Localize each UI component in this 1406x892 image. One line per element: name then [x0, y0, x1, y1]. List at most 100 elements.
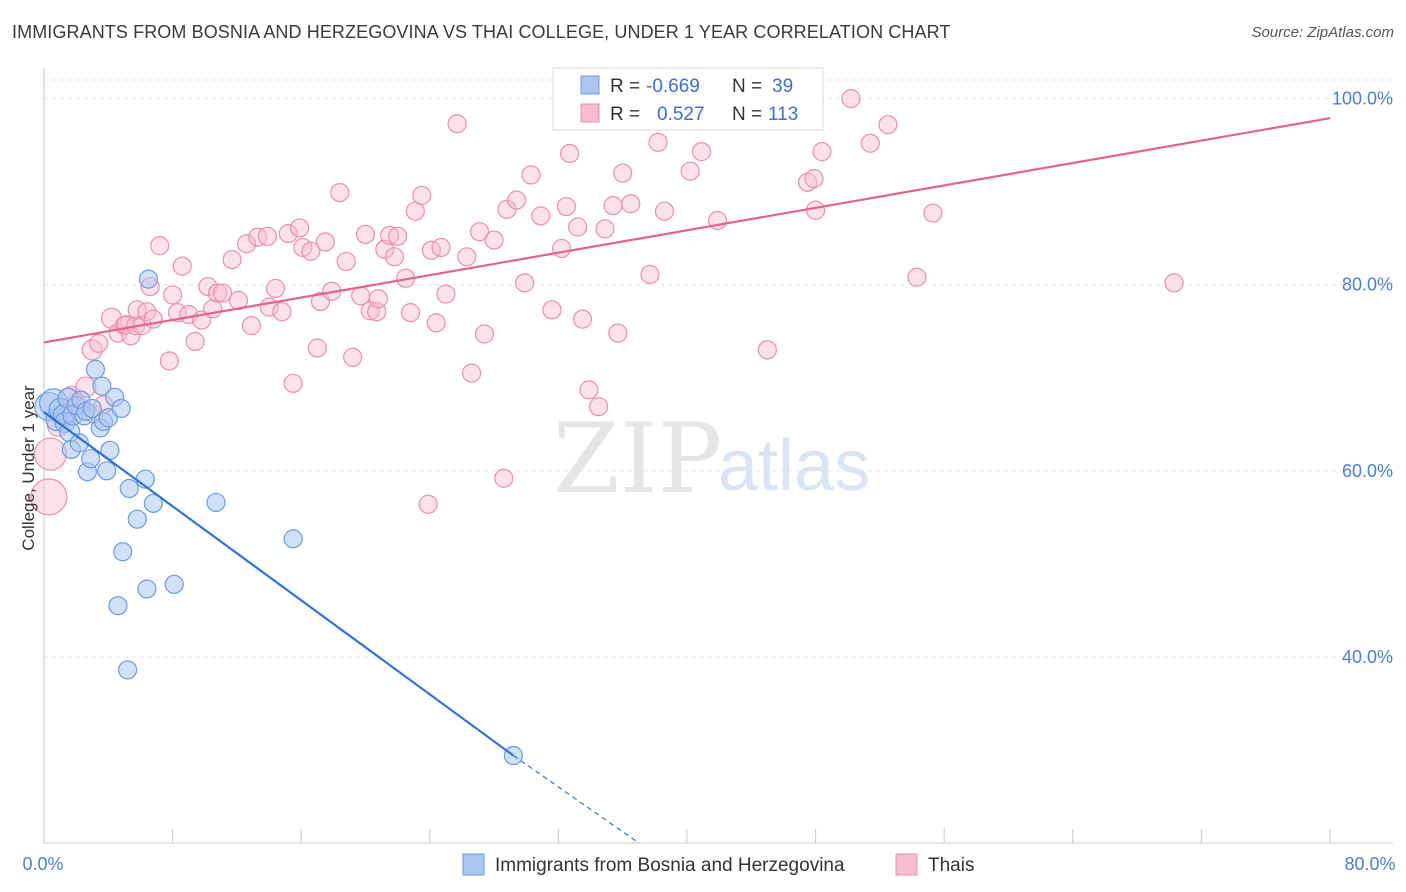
thai-point-23 — [159, 351, 179, 371]
thai-point-112 — [907, 267, 927, 287]
bosnia-point-11 — [69, 433, 89, 453]
bosnia-trend-line — [43, 411, 515, 757]
bosnia-point-29 — [117, 660, 138, 680]
bottom-legend-swatch-thai — [895, 853, 918, 876]
thai-point-107 — [805, 200, 826, 220]
thai-point-97 — [621, 194, 641, 214]
bosnia-point-31 — [127, 509, 147, 529]
bosnia-point-23 — [98, 408, 118, 428]
legend-n-label-bosnia: N = — [732, 76, 762, 97]
thai-point-37 — [241, 316, 261, 336]
bottom-legend-swatch-bosnia — [462, 853, 485, 876]
thai-point-32 — [208, 283, 228, 303]
bosnia-point-37 — [206, 492, 226, 513]
thai-point-74 — [457, 247, 477, 267]
thai-point-28 — [185, 331, 205, 352]
bottom-legend-label-thai: Thais — [928, 855, 974, 876]
watermark-zip: ZIP — [553, 403, 722, 515]
correlation-legend: R = -0.669 N = 39 R = 0.527 N = 113 — [552, 67, 824, 131]
thai-point-93 — [595, 219, 615, 239]
legend-r-value-bosnia: -0.669 — [646, 76, 700, 97]
bosnia-point-33 — [137, 579, 157, 599]
thai-point-41 — [265, 278, 286, 299]
thai-point-94 — [603, 196, 623, 216]
x-tick-label-max: 80.0% — [1344, 854, 1395, 874]
y-tick-label-100: 100.0% — [1332, 89, 1393, 109]
legend-n-label-thai: N = — [732, 104, 762, 125]
thai-point-87 — [556, 196, 577, 217]
thai-point-53 — [336, 251, 356, 272]
thai-point-90 — [572, 309, 593, 329]
thai-point-1 — [33, 437, 68, 471]
thai-point-68 — [418, 494, 438, 514]
thai-point-91 — [579, 380, 599, 400]
thai-point-19 — [137, 302, 157, 322]
thai-point-79 — [494, 468, 514, 488]
thai-point-99 — [648, 132, 668, 152]
thai-point-110 — [860, 133, 880, 153]
thai-point-52 — [330, 182, 350, 203]
legend-swatch-bosnia — [580, 75, 600, 95]
bosnia-point-17 — [82, 398, 102, 419]
thai-point-82 — [515, 273, 535, 293]
bosnia-point-16 — [81, 449, 101, 469]
thai-point-102 — [691, 142, 712, 162]
x-tick-label-min: 0.0% — [22, 854, 63, 874]
thai-point-83 — [521, 165, 541, 185]
thai-point-50 — [315, 232, 335, 252]
thai-point-47 — [301, 241, 321, 261]
thai-point-33 — [212, 283, 233, 303]
thai-point-77 — [474, 324, 495, 344]
thai-point-22 — [150, 236, 170, 256]
y-tick-label-40: 40.0% — [1342, 647, 1393, 667]
bosnia-point-26 — [108, 596, 128, 616]
thai-point-75 — [461, 363, 482, 383]
bosnia-point-34 — [143, 493, 163, 513]
thai-point-72 — [436, 284, 456, 304]
legend-swatch-thai — [580, 103, 600, 123]
gridlines — [44, 79, 1393, 658]
thai-point-76 — [470, 222, 490, 242]
thai-point-84 — [531, 206, 551, 226]
thai-point-0 — [30, 478, 68, 516]
thai-point-65 — [400, 303, 421, 323]
legend-r-value-thai: 0.527 — [657, 104, 705, 125]
thai-point-36 — [236, 234, 257, 254]
legend-r-label-bosnia: R = — [610, 76, 640, 97]
watermark-atlas: atlas — [718, 426, 870, 506]
thai-point-31 — [203, 299, 223, 319]
thai-point-54 — [343, 347, 363, 367]
thai-point-88 — [560, 143, 580, 164]
thai-points — [30, 89, 1184, 516]
legend-r-label-thai: R = — [610, 104, 640, 125]
bosnia-point-18 — [85, 359, 106, 379]
thai-point-108 — [812, 142, 832, 162]
thai-point-100 — [654, 201, 675, 221]
y-tick-labels: 40.0% 60.0% 80.0% 100.0% — [1332, 89, 1393, 667]
thai-point-63 — [388, 226, 408, 246]
thai-point-111 — [878, 115, 898, 135]
thai-point-67 — [412, 185, 432, 205]
thai-point-44 — [283, 373, 303, 393]
thai-point-48 — [307, 338, 327, 358]
thai-point-89 — [568, 217, 588, 237]
thai-point-114 — [1164, 273, 1184, 293]
thai-point-96 — [613, 163, 633, 183]
thai-point-59 — [368, 289, 388, 309]
thai-point-42 — [272, 302, 292, 322]
bosnia-points — [34, 269, 523, 766]
legend-n-value-thai: 113 — [768, 104, 798, 125]
thai-point-38 — [248, 227, 268, 247]
bosnia-point-22 — [97, 461, 117, 481]
legend-n-value-bosnia: 39 — [772, 76, 793, 97]
bottom-legend-label-bosnia: Immigrants from Bosnia and Herzegovina — [495, 855, 845, 876]
bosnia-point-30 — [119, 478, 139, 499]
thai-point-34 — [222, 249, 242, 270]
thai-trend-line — [43, 117, 1331, 344]
thai-point-101 — [680, 161, 700, 181]
thai-point-71 — [431, 237, 451, 258]
thai-point-95 — [608, 323, 628, 343]
bosnia-point-38 — [283, 529, 303, 549]
thai-point-85 — [542, 300, 562, 320]
